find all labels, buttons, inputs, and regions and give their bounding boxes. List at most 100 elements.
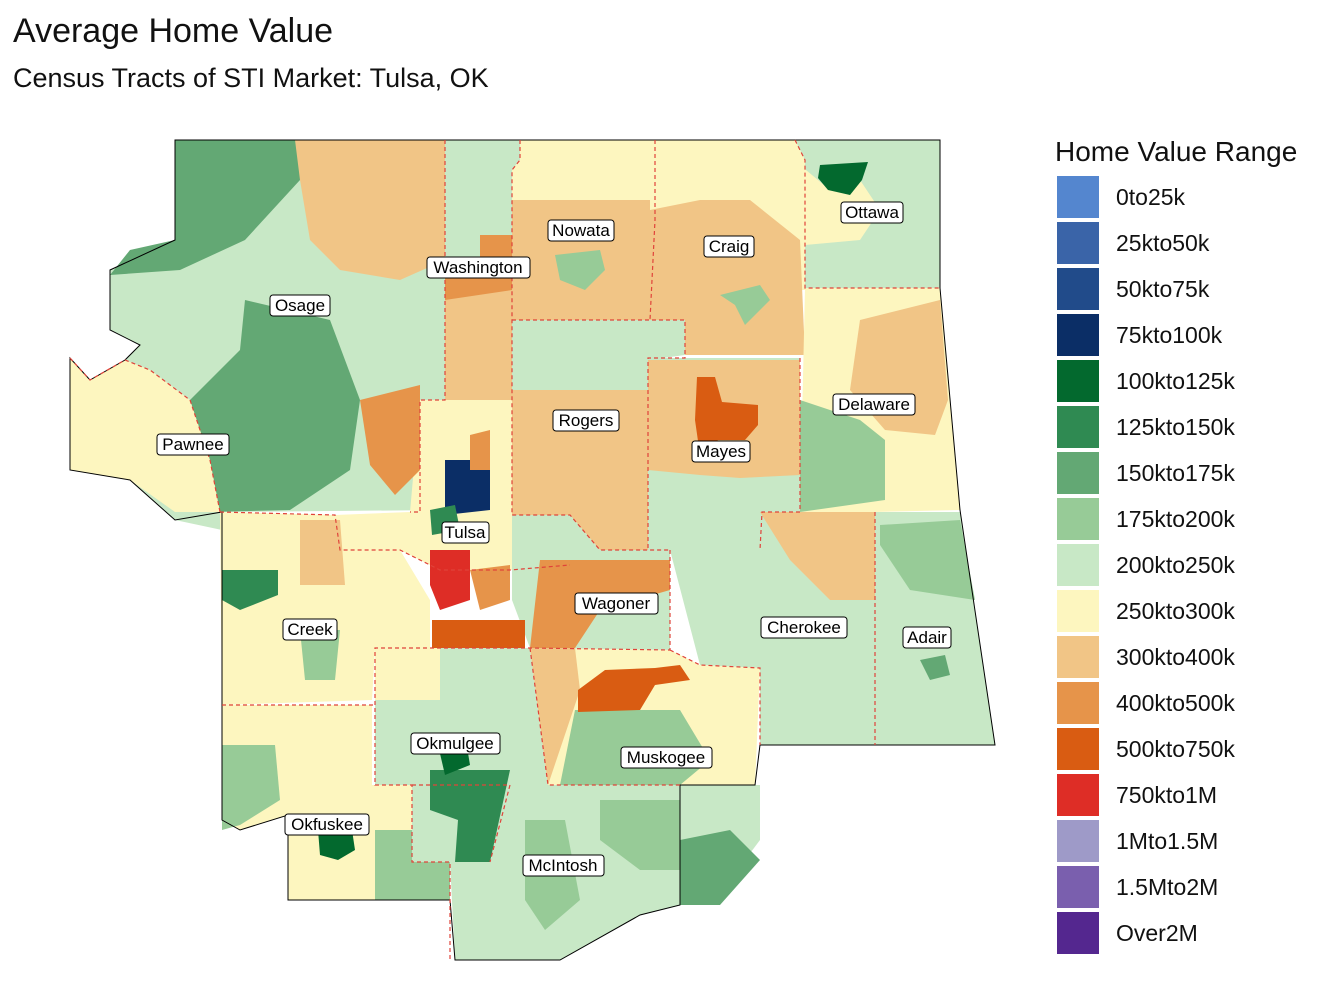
region-craig-orange — [650, 200, 805, 355]
svg-text:Muskogee: Muskogee — [627, 748, 705, 767]
legend-title: Home Value Range — [1055, 136, 1298, 167]
legend-item: 50kto75k — [1055, 266, 1297, 312]
region-wash-tracts — [445, 235, 512, 300]
legend-swatch — [1057, 866, 1099, 908]
svg-text:Wagoner: Wagoner — [582, 594, 651, 613]
legend-label: 500kto750k — [1116, 735, 1235, 762]
legend-item: 125kto150k — [1055, 404, 1297, 450]
legend-item: 0to25k — [1055, 174, 1297, 220]
legend-item: 150kto175k — [1055, 450, 1297, 496]
county-boundaries — [69, 139, 940, 960]
region-osage-orange — [295, 140, 445, 280]
label-creek: Creek — [282, 618, 338, 641]
label-osage: Osage — [269, 294, 331, 317]
choropleth-map: Osage Pawnee Washington Nowata Craig Ott… — [69, 139, 996, 961]
svg-text:Ottawa: Ottawa — [845, 203, 899, 222]
region-nowata-green — [555, 250, 605, 290]
legend-swatch — [1057, 912, 1099, 954]
legend: Home Value Range 0to25k 25kto50k 50kto75k 7… — [1055, 136, 1297, 956]
svg-text:Okmulgee: Okmulgee — [416, 734, 493, 753]
label-washington: Washington — [426, 256, 531, 279]
region-okfuskee-green — [222, 745, 280, 830]
legend-swatch — [1057, 406, 1099, 448]
legend-label: 125kto150k — [1116, 413, 1235, 440]
region-adair-green — [880, 520, 975, 600]
svg-text:Adair: Adair — [907, 628, 947, 647]
legend-item: 200kto250k — [1055, 542, 1297, 588]
svg-text:Pawnee: Pawnee — [162, 435, 223, 454]
label-mayes: Mayes — [691, 440, 751, 463]
legend-item: 175kto200k — [1055, 496, 1297, 542]
legend-label: 50kto75k — [1116, 275, 1210, 302]
region-adair-green2 — [920, 655, 950, 680]
region-okfuskee-green2 — [375, 830, 450, 900]
region-pawnee — [70, 358, 220, 512]
legend-item: 100kto125k — [1055, 358, 1297, 404]
svg-text:McIntosh: McIntosh — [529, 856, 598, 875]
county-labels: Osage Pawnee Washington Nowata Craig Ott… — [156, 201, 952, 877]
region-ottawa-yellow — [800, 165, 880, 245]
region-creek-green — [222, 570, 278, 610]
region-okmulgee-green — [430, 770, 510, 862]
label-wagoner: Wagoner — [574, 592, 659, 615]
legend-swatch — [1057, 360, 1099, 402]
map-title: Average Home Value — [13, 12, 334, 50]
region-tulsa-tracts2 — [470, 430, 490, 470]
region-muskogee-hot — [578, 665, 690, 712]
legend-label: 150kto175k — [1116, 459, 1235, 486]
legend-swatch — [1057, 774, 1099, 816]
legend-swatch — [1057, 590, 1099, 632]
legend-swatch — [1057, 498, 1099, 540]
tract-fills — [70, 140, 995, 960]
region-delaware-green — [800, 400, 885, 512]
svg-text:Mayes: Mayes — [696, 442, 746, 461]
region-muskogee-orange — [530, 648, 580, 785]
region-wagoner-hot — [432, 620, 525, 648]
label-ottawa: Ottawa — [840, 201, 904, 224]
region-mcintosh-green4 — [600, 800, 680, 870]
legend-label: Over2M — [1116, 919, 1198, 946]
legend-swatch — [1057, 268, 1099, 310]
region-okfuskee-dkgreen — [318, 830, 355, 860]
state-outline — [69, 139, 996, 961]
legend-item: 1.5Mto2M — [1055, 864, 1297, 910]
legend-swatch — [1057, 682, 1099, 724]
legend-item: 400kto500k — [1055, 680, 1297, 726]
legend-label: 750kto1M — [1116, 781, 1218, 808]
region-tulsa-tracts1 — [445, 460, 490, 515]
region-creek — [220, 512, 430, 705]
legend-label: 1.5Mto2M — [1116, 873, 1219, 900]
svg-text:Rogers: Rogers — [559, 411, 614, 430]
svg-text:Osage: Osage — [275, 296, 325, 315]
legend-label: 250kto300k — [1116, 597, 1235, 624]
legend-items: 0to25k 25kto50k 50kto75k 75kto100k 100kto125… — [1055, 174, 1297, 956]
region-osage-green — [110, 140, 300, 275]
legend-swatch — [1057, 636, 1099, 678]
legend-label: 200kto250k — [1116, 551, 1235, 578]
label-okfuskee: Okfuskee — [284, 813, 370, 836]
legend-item: 500kto750k — [1055, 726, 1297, 772]
legend-swatch — [1057, 728, 1099, 770]
region-okmulgee-yellow — [375, 648, 440, 700]
legend-item: 250kto300k — [1055, 588, 1297, 634]
region-tulsa-tracts4 — [470, 565, 510, 610]
legend-label: 25kto50k — [1116, 229, 1210, 256]
svg-text:Tulsa: Tulsa — [445, 523, 486, 542]
svg-text:Washington: Washington — [433, 258, 522, 277]
region-creek-orange — [300, 520, 345, 585]
legend-swatch — [1057, 176, 1099, 218]
region-mayes-hot — [695, 377, 758, 455]
legend-label: 400kto500k — [1116, 689, 1235, 716]
label-rogers: Rogers — [552, 409, 620, 432]
label-delaware: Delaware — [832, 393, 916, 416]
legend-item: 300kto400k — [1055, 634, 1297, 680]
legend-label: 100kto125k — [1116, 367, 1235, 394]
legend-label: 175kto200k — [1116, 505, 1235, 532]
svg-text:Creek: Creek — [287, 620, 333, 639]
svg-text:Okfuskee: Okfuskee — [291, 815, 363, 834]
svg-text:Nowata: Nowata — [552, 221, 610, 240]
label-tulsa: Tulsa — [441, 521, 490, 544]
svg-text:Delaware: Delaware — [838, 395, 910, 414]
label-adair: Adair — [902, 626, 952, 649]
region-mcintosh-green3 — [680, 830, 760, 905]
